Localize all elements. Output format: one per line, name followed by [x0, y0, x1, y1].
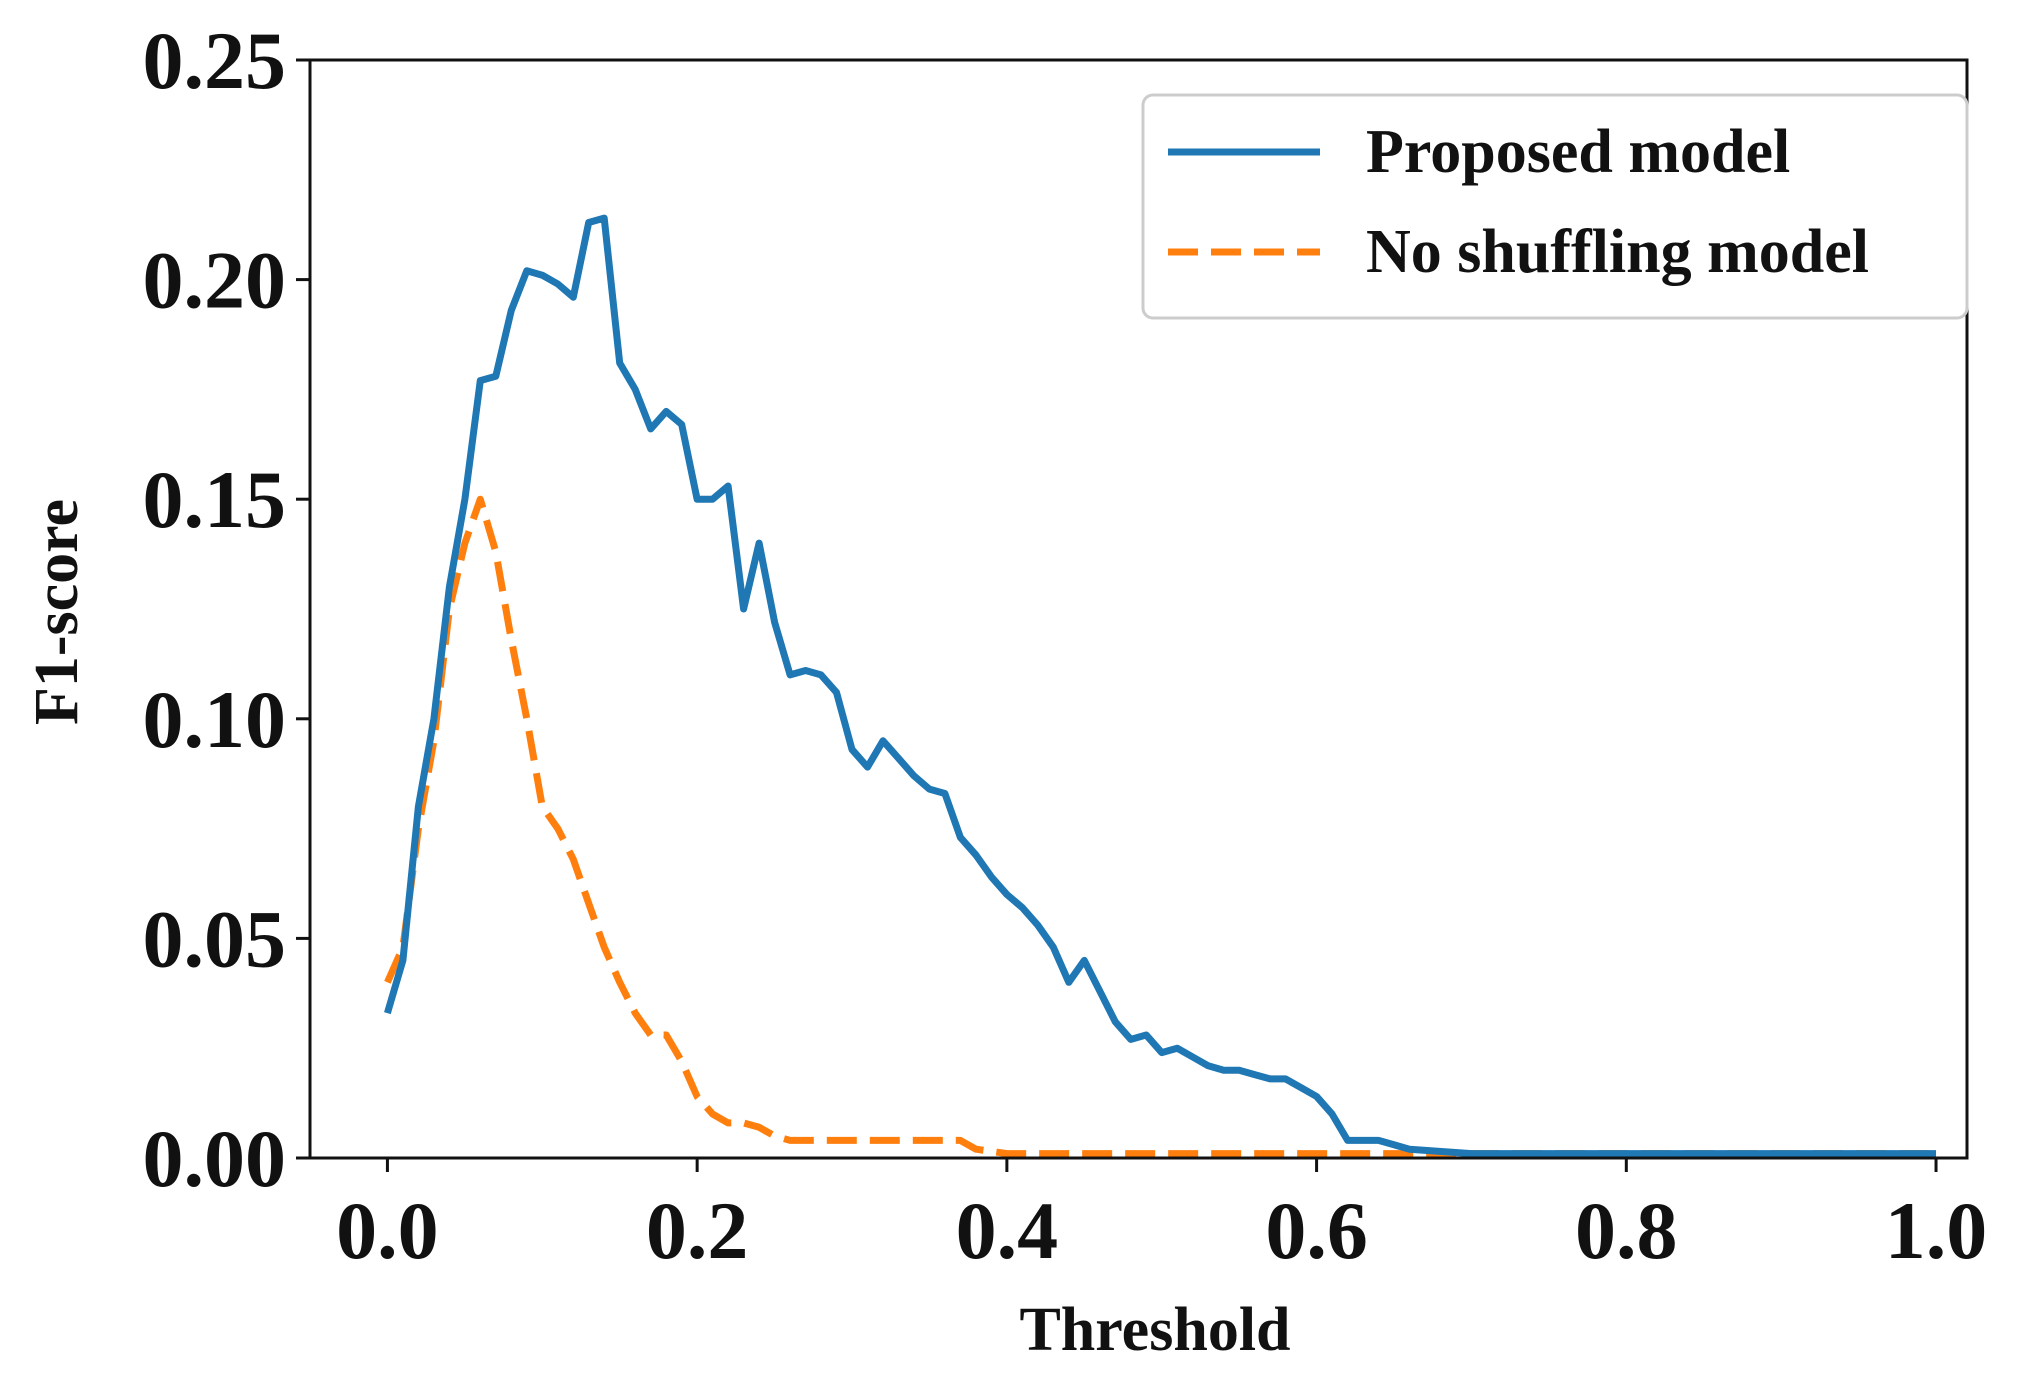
- x-tick-label: 0.8: [1575, 1185, 1678, 1276]
- ticks-layer: 0.0 0.2 0.4 0.6 0.8 1.0 0.00 0.05 0.10 0.15 0.20 0.…: [143, 15, 1988, 1276]
- x-tick-label: 0.0: [336, 1185, 439, 1276]
- legend-box: [1141, 93, 1969, 320]
- y-tick-label: 0.05: [143, 893, 287, 984]
- series-line-no-shuffling-model: [384, 495, 1936, 1158]
- y-tick-label: 0.25: [143, 15, 287, 106]
- y-axis-title: F1-score: [23, 499, 91, 725]
- y-tick-label: 0.10: [143, 674, 287, 765]
- x-tick-label: 0.2: [646, 1185, 749, 1276]
- x-tick-label: 1.0: [1885, 1185, 1988, 1276]
- legend-label-no-shuffling-model: No shuffling model: [1366, 218, 1869, 286]
- x-axis-title: Threshold: [1019, 1296, 1290, 1364]
- legend: Proposed model No shuffling model: [1141, 93, 1969, 320]
- x-tick-label: 0.6: [1265, 1185, 1368, 1276]
- plot-frame: [308, 58, 1969, 1160]
- x-tick-label: 0.4: [956, 1185, 1059, 1276]
- y-tick-label: 0.15: [143, 454, 287, 545]
- series-line-proposed-model: [384, 214, 1936, 1158]
- y-tick-label: 0.00: [143, 1113, 287, 1204]
- y-tick-label: 0.20: [143, 235, 287, 326]
- legend-label-proposed-model: Proposed model: [1366, 118, 1790, 186]
- series-layer: [384, 214, 1936, 1158]
